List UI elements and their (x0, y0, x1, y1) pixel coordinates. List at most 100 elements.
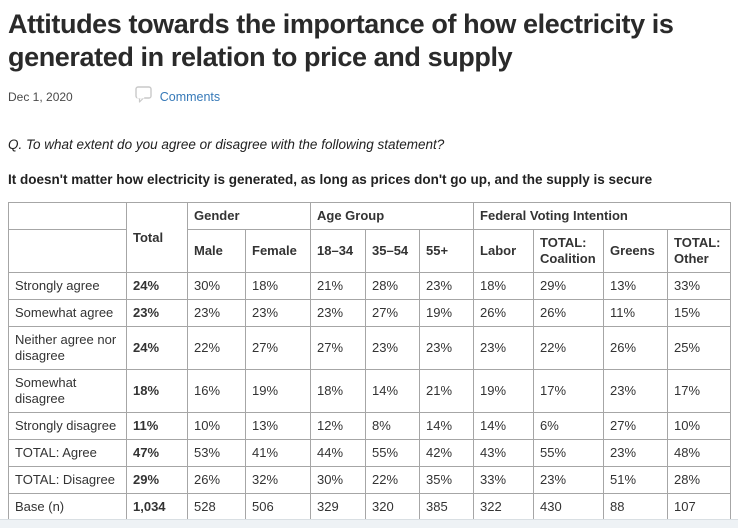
table-row: Somewhat agree 23% 23% 23% 23% 27% 19% 26% 26% 11… (8, 299, 732, 327)
cell-value: 48% (667, 439, 732, 467)
comments-link[interactable]: Comments (159, 90, 221, 104)
table-row: Neither agree nor disagree 24% 22% 27% 27% 23… (8, 326, 732, 370)
cell-value: 385 (419, 493, 475, 521)
cell-value: 19% (244, 369, 312, 413)
cell-value: 55% (365, 439, 421, 467)
cell-value: 19% (473, 369, 535, 413)
cell-value: 23% (187, 299, 246, 327)
group-header-voting: Federal Voting Intention (473, 202, 732, 230)
cell-value: 33% (667, 272, 732, 300)
table-row: Strongly agree 24% 30% 18% 21% 28% 23% 18% 29% 13… (8, 272, 732, 300)
cell-value: 26% (473, 299, 535, 327)
cell-value: 26% (187, 466, 246, 494)
cell-value: 22% (365, 466, 421, 494)
cell-value: 28% (365, 272, 421, 300)
cell-value: 22% (187, 326, 246, 370)
cell-value: 33% (473, 466, 535, 494)
cell-value: 23% (419, 272, 475, 300)
col-header-coalition: TOTAL: Coalition (533, 229, 605, 273)
col-header-male: Male (187, 229, 246, 273)
corner-cell (8, 202, 127, 230)
cell-value: 27% (603, 412, 669, 440)
col-header-female: Female (244, 229, 312, 273)
table-row: TOTAL: Agree 47% 53% 41% 44% 55% 42% 43% 55% 23% 4… (8, 439, 732, 467)
post-date: Dec 1, 2020 (8, 90, 73, 104)
cell-value: 8% (365, 412, 421, 440)
cell-value: 11% (603, 299, 669, 327)
cell-value: 12% (310, 412, 367, 440)
table-body: Strongly agree 24% 30% 18% 21% 28% 23% 18% 29% 13… (8, 272, 732, 521)
cell-value: 26% (603, 326, 669, 370)
col-header-18-34: 18–34 (310, 229, 367, 273)
cell-value: 19% (419, 299, 475, 327)
col-header-55plus: 55+ (419, 229, 475, 273)
cell-value: 10% (187, 412, 246, 440)
cell-value: 16% (187, 369, 246, 413)
footer-strip (0, 519, 738, 528)
row-label: Strongly agree (8, 272, 127, 300)
cell-value: 22% (533, 326, 605, 370)
cell-value: 23% (533, 466, 605, 494)
results-table: Total Gender Age Group Federal Voting In… (8, 202, 732, 521)
cell-value: 35% (419, 466, 475, 494)
cell-value: 15% (667, 299, 732, 327)
cell-value: 88 (603, 493, 669, 521)
cell-value: 13% (244, 412, 312, 440)
cell-value: 14% (419, 412, 475, 440)
total-value: 1,034 (126, 493, 188, 521)
group-header-age: Age Group (310, 202, 475, 230)
cell-value: 30% (310, 466, 367, 494)
cell-value: 23% (244, 299, 312, 327)
cell-value: 430 (533, 493, 605, 521)
cell-value: 23% (603, 369, 669, 413)
cell-value: 14% (365, 369, 421, 413)
post-meta: Dec 1, 2020 Comments (8, 86, 730, 108)
col-header-35-54: 35–54 (365, 229, 421, 273)
table-row: Base (n) 1,034 528 506 329 320 385 322 430 88 107 (8, 493, 732, 521)
cell-value: 23% (419, 326, 475, 370)
row-label: TOTAL: Disagree (8, 466, 127, 494)
sub-header-row: Male Female 18–34 35–54 55+ Labor TOTAL:… (8, 229, 732, 273)
row-label: Base (n) (8, 493, 127, 521)
page-title: Attitudes towards the importance of how … (8, 9, 674, 72)
cell-value: 322 (473, 493, 535, 521)
total-value: 47% (126, 439, 188, 467)
cell-value: 23% (603, 439, 669, 467)
total-value: 18% (126, 369, 188, 413)
cell-value: 18% (244, 272, 312, 300)
cell-value: 55% (533, 439, 605, 467)
total-value: 11% (126, 412, 188, 440)
cell-value: 13% (603, 272, 669, 300)
speech-bubble-icon (135, 86, 153, 108)
row-label: Somewhat disagree (8, 369, 127, 413)
cell-value: 41% (244, 439, 312, 467)
cell-value: 17% (667, 369, 732, 413)
cell-value: 21% (419, 369, 475, 413)
group-header-row: Total Gender Age Group Federal Voting In… (8, 202, 732, 273)
cell-value: 107 (667, 493, 732, 521)
corner-cell-2 (8, 229, 127, 273)
cell-value: 23% (310, 299, 367, 327)
cell-value: 44% (310, 439, 367, 467)
cell-value: 28% (667, 466, 732, 494)
total-value: 23% (126, 299, 188, 327)
cell-value: 43% (473, 439, 535, 467)
total-value: 24% (126, 272, 188, 300)
comments-wrap[interactable]: Comments (135, 86, 220, 108)
cell-value: 27% (365, 299, 421, 327)
cell-value: 51% (603, 466, 669, 494)
cell-value: 30% (187, 272, 246, 300)
cell-value: 10% (667, 412, 732, 440)
col-header-greens: Greens (603, 229, 669, 273)
cell-value: 53% (187, 439, 246, 467)
cell-value: 21% (310, 272, 367, 300)
total-value: 29% (126, 466, 188, 494)
cell-value: 329 (310, 493, 367, 521)
cell-value: 25% (667, 326, 732, 370)
col-header-total: Total (126, 202, 188, 273)
cell-value: 14% (473, 412, 535, 440)
survey-statement: It doesn't matter how electricity is gen… (8, 172, 653, 187)
cell-value: 29% (533, 272, 605, 300)
cell-value: 26% (533, 299, 605, 327)
